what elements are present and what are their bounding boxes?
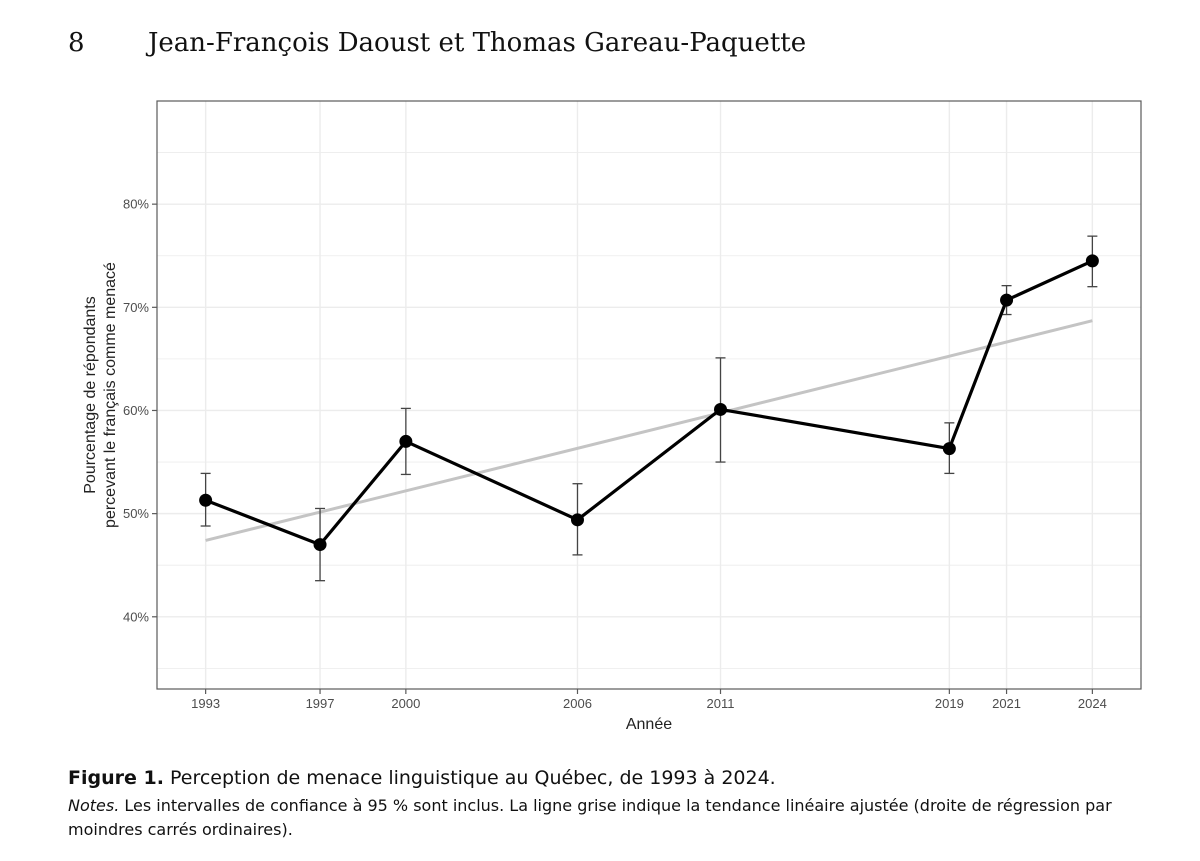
- y-tick-label: 50%: [123, 506, 149, 521]
- line-chart: 40% 50% 60% 70% 80% 1993 1997 2000 2006 2011 2019 2…: [82, 100, 1142, 733]
- y-tick-label: 60%: [123, 403, 149, 418]
- figure-caption: Figure 1. Perception de menace linguisti…: [68, 764, 1168, 842]
- error-bars: [200, 235, 1098, 582]
- data-point: [570, 513, 584, 527]
- y-axis-title-line: Pourcentage de répondants: [82, 296, 99, 493]
- y-tick-label: 40%: [123, 609, 149, 624]
- trend-line: [205, 319, 1093, 542]
- x-tick-label: 2000: [391, 696, 420, 711]
- y-axis-title-line: percevant le français comme menacé: [102, 262, 119, 528]
- data-point: [1000, 293, 1014, 307]
- x-tick-label: 2011: [707, 696, 735, 711]
- x-tick-label: 2019: [935, 696, 964, 711]
- series-layer: [205, 259, 1094, 547]
- running-header: 8 Jean-François Daoust et Thomas Gareau-P…: [68, 28, 806, 58]
- x-tick-label: 2021: [992, 696, 1021, 711]
- data-point: [399, 434, 413, 448]
- data-point: [942, 442, 956, 456]
- figure-title: Perception de menace linguistique au Qué…: [169, 767, 776, 789]
- plot-panel-border: [156, 100, 1142, 690]
- trend-layer: [205, 319, 1093, 542]
- x-tick-label: 1993: [191, 696, 220, 711]
- y-tick-label: 70%: [123, 300, 149, 315]
- data-point: [1085, 254, 1099, 268]
- x-tick-label: 1997: [306, 696, 335, 711]
- data-points: [199, 254, 1099, 552]
- page-number: 8: [68, 28, 85, 58]
- figure-label: Figure 1.: [68, 767, 164, 789]
- x-axis-title: Année: [626, 716, 672, 733]
- figure-notes: Notes. Les intervalles de confiance à 95…: [68, 794, 1168, 842]
- notes-text: Les intervalles de confiance à 95 % sont…: [68, 796, 1112, 839]
- x-tick-label: 2006: [563, 696, 592, 711]
- series-line: [205, 259, 1094, 547]
- data-point: [313, 538, 327, 552]
- data-point: [199, 493, 213, 507]
- grid: [157, 101, 1141, 689]
- data-point: [714, 402, 728, 416]
- axes: 40% 50% 60% 70% 80% 1993 1997 2000 2006 2011 2019 2…: [82, 197, 1107, 733]
- notes-label: Notes.: [68, 796, 120, 815]
- authors: Jean-François Daoust et Thomas Gareau-Pa…: [148, 28, 807, 58]
- y-tick-label: 80%: [123, 197, 149, 212]
- x-tick-label: 2024: [1078, 696, 1107, 711]
- figure-title-line: Figure 1. Perception de menace linguisti…: [68, 764, 1168, 792]
